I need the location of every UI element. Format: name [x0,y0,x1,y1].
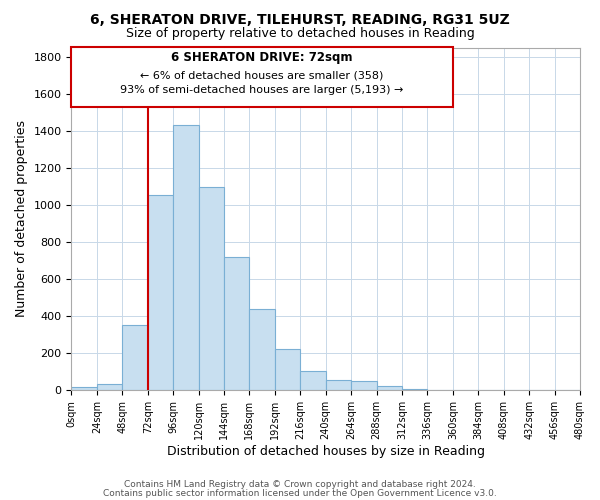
Bar [402,389,427,390]
Bar [250,310,275,390]
Text: 93% of semi-detached houses are larger (5,193) →: 93% of semi-detached houses are larger (… [121,86,404,96]
Text: Size of property relative to detached houses in Reading: Size of property relative to detached ho… [125,28,475,40]
Text: 6, SHERATON DRIVE, TILEHURST, READING, RG31 5UZ: 6, SHERATON DRIVE, TILEHURST, READING, R… [90,12,510,26]
Bar [122,325,148,390]
Bar [224,256,250,390]
Bar [351,380,377,390]
X-axis label: Distribution of detached houses by size in Reading: Distribution of detached houses by size … [167,444,485,458]
Text: 6 SHERATON DRIVE: 72sqm: 6 SHERATON DRIVE: 72sqm [172,52,353,64]
Bar [173,126,199,390]
Bar [326,380,351,390]
Text: ← 6% of detached houses are smaller (358): ← 6% of detached houses are smaller (358… [140,70,384,81]
Text: Contains public sector information licensed under the Open Government Licence v3: Contains public sector information licen… [103,488,497,498]
Bar [300,370,326,390]
Y-axis label: Number of detached properties: Number of detached properties [15,120,28,317]
Bar [377,386,402,390]
Bar [199,188,224,390]
Text: Contains HM Land Registry data © Crown copyright and database right 2024.: Contains HM Land Registry data © Crown c… [124,480,476,489]
Bar [275,349,300,390]
Bar [71,48,453,106]
Bar [97,384,122,390]
Bar [148,194,173,390]
Bar [71,387,97,390]
